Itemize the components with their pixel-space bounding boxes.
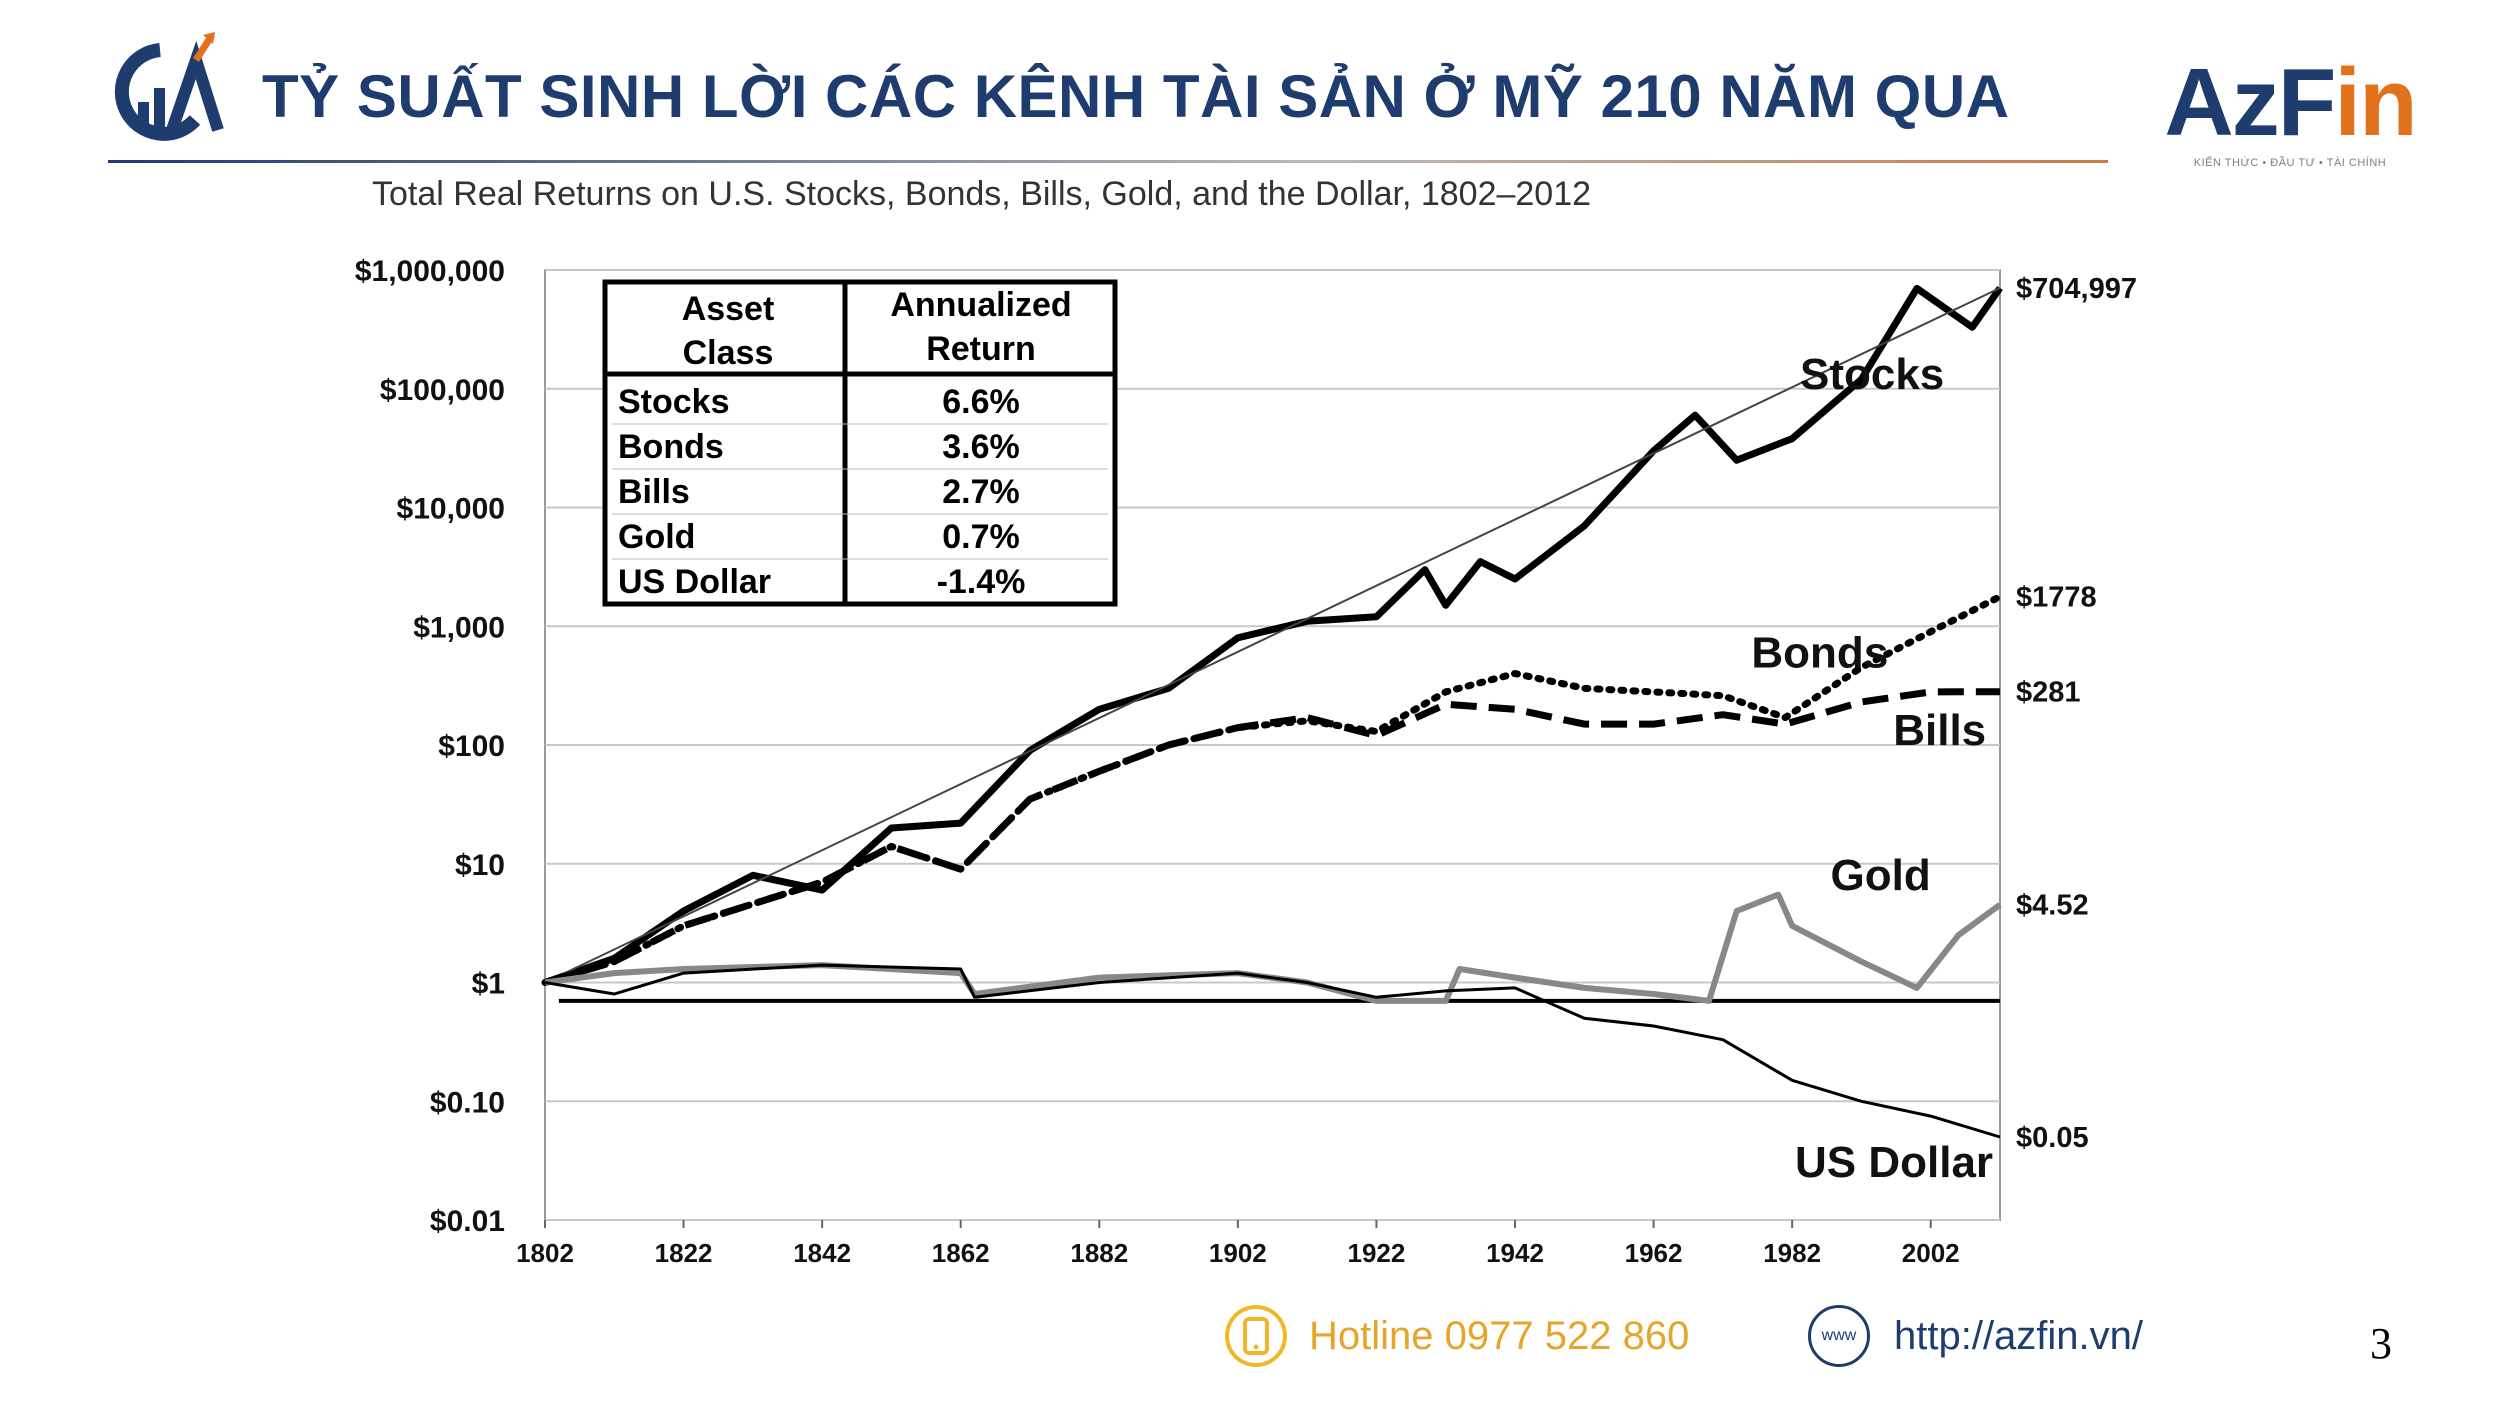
www-icon-text: www: [1821, 1327, 1857, 1344]
table-frame: [602, 279, 1118, 607]
x-tick-label: 1942: [1486, 1238, 1544, 1268]
series-name-label: US Dollar: [1795, 1138, 1993, 1187]
y-axis-ticks: $1,000,000 $100,000 $10,000 $1,000 $100 $10 $1…: [355, 255, 505, 1238]
table-cell-return: 6.6%: [942, 383, 1020, 421]
table-header-return: Return: [926, 330, 1036, 368]
table-cell-asset: Bonds: [618, 428, 724, 466]
table-cell-return: 0.7%: [942, 518, 1020, 556]
hotline-text: Hotline 0977 522 860: [1309, 1313, 1690, 1358]
end-value-label: $281: [2016, 677, 2081, 709]
x-tick-label: 2002: [1902, 1238, 1960, 1268]
y-tick-label: $0.01: [430, 1205, 505, 1238]
x-tick-label: 1882: [1070, 1238, 1128, 1268]
table-cell-return: 3.6%: [942, 428, 1020, 466]
footer-hotline[interactable]: Hotline 0977 522 860: [1225, 1305, 1689, 1367]
y-tick-label: $0.10: [430, 1086, 505, 1119]
table-cell-return: 2.7%: [942, 473, 1020, 511]
table-cell-asset: Bills: [618, 473, 690, 511]
page-title: TỶ SUẤT SINH LỜI CÁC KÊNH TÀI SẢN Ở MỸ 2…: [262, 63, 2010, 130]
brand-tagline: KIẾN THỨC • ĐẦU TƯ • TÀI CHÍNH: [2193, 157, 2387, 169]
brand-name-part2: in: [2334, 49, 2417, 156]
azfin-logo-icon: [100, 30, 230, 155]
returns-table: Asset Class Annualized Return Stocks 6.6%…: [602, 279, 1118, 607]
series-line-bills: [543, 688, 2001, 986]
x-axis-ticks: 1802 1822 1842 1862 1882 1902 1922 1942 1962 1982…: [516, 1220, 1960, 1268]
table-header-asset: Asset: [682, 290, 775, 328]
table-cell-return: -1.4%: [937, 563, 1026, 601]
end-value-label: $1778: [2016, 582, 2097, 614]
series-line-gold: [544, 891, 2002, 1004]
phone-icon: [1225, 1305, 1287, 1367]
footer-website[interactable]: www http://azfin.vn/: [1808, 1305, 2143, 1367]
series-name-label: Gold: [1831, 851, 1931, 900]
x-tick-label: 1902: [1209, 1238, 1267, 1268]
end-value-label: $704,997: [2016, 273, 2137, 305]
x-tick-label: 1962: [1625, 1238, 1683, 1268]
x-tick-label: 1802: [516, 1238, 574, 1268]
chart-title: Total Real Returns on U.S. Stocks, Bonds…: [372, 175, 1591, 213]
brand-name: AzFin: [2150, 55, 2430, 151]
table-header-class: Class: [683, 334, 774, 372]
series-line-stocks-trend: [544, 287, 2001, 984]
table-cell-asset: Stocks: [618, 383, 730, 421]
header-divider: [108, 160, 2108, 163]
y-tick-label: $10,000: [397, 493, 505, 526]
end-value-label: $4.52: [2016, 890, 2089, 922]
series-layer: [541, 284, 2004, 1139]
table-cell-asset: US Dollar: [618, 563, 771, 601]
y-tick-label: $100,000: [380, 374, 505, 407]
table-header-annualized: Annualized: [890, 286, 1071, 324]
series-name-label: Bills: [1893, 706, 1986, 755]
table-cell-asset: Gold: [618, 518, 695, 556]
end-value-label: $0.05: [2016, 1122, 2089, 1154]
x-tick-label: 1982: [1763, 1238, 1821, 1268]
series-name-label: Stocks: [1800, 350, 1944, 399]
series-name-label: Bonds: [1751, 628, 1888, 677]
website-link[interactable]: http://azfin.vn/: [1894, 1313, 2144, 1358]
y-tick-label: $100: [438, 730, 505, 763]
table-rows: Stocks 6.6% Bonds 3.6% Bills 2.7% Gold 0.7% US D…: [612, 383, 1108, 601]
page-number: 3: [2370, 1319, 2392, 1368]
brand-name-part1: AzF: [2164, 49, 2336, 156]
brand-logo: AzFin KIẾN THỨC • ĐẦU TƯ • TÀI CHÍNH: [2150, 55, 2430, 170]
series-line-us-dollar: [544, 963, 2001, 1139]
x-tick-label: 1862: [932, 1238, 990, 1268]
y-tick-label: $10: [455, 849, 505, 882]
x-tick-label: 1822: [655, 1238, 713, 1268]
y-tick-label: $1,000,000: [355, 255, 505, 288]
end-labels: $704,997 $1778 $281 $4.52 $0.05: [2016, 273, 2137, 1154]
www-icon: www: [1808, 1305, 1870, 1367]
y-tick-label: $1,000: [413, 611, 505, 644]
y-tick-label: $1: [472, 968, 505, 1001]
x-tick-label: 1922: [1348, 1238, 1406, 1268]
x-tick-label: 1842: [793, 1238, 851, 1268]
